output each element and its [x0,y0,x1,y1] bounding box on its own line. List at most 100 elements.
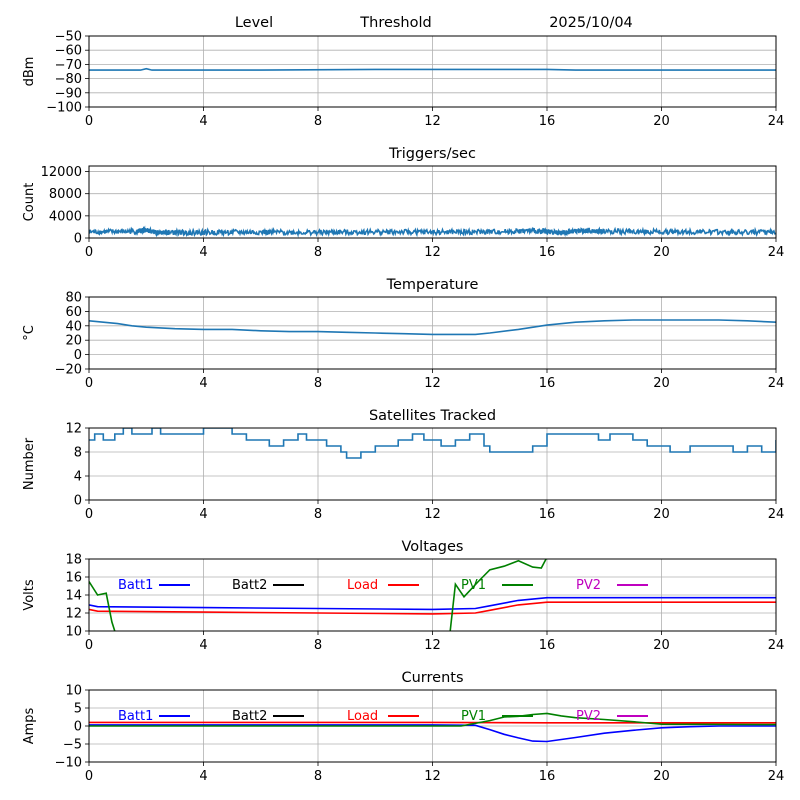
legend-label-pv2: PV2 [576,709,601,724]
y-tick-label: −70 [55,58,82,73]
x-tick-label: 0 [85,245,93,260]
x-tick-label: 12 [424,638,441,653]
series-line-0-0 [89,67,776,71]
series-line-Batt1 [89,596,776,611]
panel-title: Temperature [386,277,479,293]
y-tick-label: 14 [65,589,82,604]
y-tick-label: −10 [55,756,82,771]
x-tick-label: 20 [653,769,670,784]
x-tick-label: 12 [424,114,441,129]
x-tick-label: 16 [539,245,556,260]
y-tick-label: −50 [55,30,82,45]
y-tick-label: 5 [74,702,82,717]
x-tick-label: 24 [768,114,785,129]
y-tick-label: 10 [65,684,82,699]
series-line-2-0 [89,319,776,336]
y-tick-label: 10 [65,625,82,640]
x-tick-label: 0 [85,638,93,653]
x-tick-label: 8 [314,376,322,391]
y-tick-label: 20 [65,334,82,349]
y-tick-label: −80 [55,72,82,87]
y-axis-label: Count [22,183,37,222]
x-tick-label: 0 [85,114,93,129]
series-line-3-0 [89,428,776,459]
series-line-PV1 [89,712,776,727]
header-threshold: Threshold [359,15,431,31]
y-tick-label: 4000 [49,209,82,224]
y-tick-label: 12000 [41,165,82,180]
x-tick-label: 12 [424,245,441,260]
panel-title: Currents [401,670,463,686]
y-tick-label: 0 [74,348,82,363]
legend-label-load: Load [347,578,378,593]
x-tick-label: 8 [314,638,322,653]
y-tick-label: 8000 [49,187,82,202]
series-line-Batt1 [89,724,776,743]
y-tick-label: −90 [55,86,82,101]
y-tick-label: 16 [65,571,82,586]
y-tick-label: 80 [65,291,82,306]
panel-5: 0 4 8 12 16 20 24 10 12 14 16 18 Voltages Volts Batt1 B… [22,539,784,653]
y-axis-label: Amps [22,707,37,744]
y-axis-label: Number [22,437,37,490]
series-line-PV1 [89,559,547,631]
y-tick-label: 12 [65,607,82,622]
x-tick-label: 4 [199,769,207,784]
x-tick-label: 12 [424,769,441,784]
x-tick-label: 8 [314,507,322,522]
panel-4: 0 4 8 12 16 20 24 0 4 8 12 Satellites Tracked Number [22,408,784,522]
x-tick-label: 16 [539,114,556,129]
y-tick-label: 8 [74,446,82,461]
y-tick-label: −20 [55,363,82,378]
y-tick-label: 60 [65,305,82,320]
x-tick-label: 0 [85,769,93,784]
panel-title: Triggers/sec [388,146,476,162]
x-tick-label: 20 [653,507,670,522]
x-tick-label: 20 [653,376,670,391]
header-level: Level [235,15,273,31]
y-tick-label: 18 [65,553,82,568]
legend-label-pv2: PV2 [576,578,601,593]
x-tick-label: 4 [199,376,207,391]
header-date: 2025/10/04 [549,15,633,31]
x-tick-label: 24 [768,769,785,784]
x-tick-label: 16 [539,507,556,522]
x-tick-label: 8 [314,769,322,784]
panel-title: Satellites Tracked [369,408,496,424]
x-tick-label: 24 [768,507,785,522]
panel-2: 0 4 8 12 16 20 24 0 4000 8000 12000 Triggers/sec Cou… [22,146,784,260]
y-tick-label: 0 [74,494,82,509]
series-line-1-0 [89,225,776,238]
x-tick-label: 4 [199,114,207,129]
legend-label-batt2: Batt2 [232,709,267,724]
x-tick-label: 24 [768,376,785,391]
x-tick-label: 4 [199,245,207,260]
y-tick-label: 12 [65,422,82,437]
legend-label-load: Load [347,709,378,724]
panel-title: Voltages [402,539,464,555]
y-tick-label: 40 [65,319,82,334]
x-tick-label: 20 [653,638,670,653]
legend-label-batt1: Batt1 [118,578,153,593]
series-line-Load [89,601,776,615]
panel-6: 0 4 8 12 16 20 24 −10 −5 0 5 10 Currents Amps Batt1 Bat… [22,670,784,784]
x-tick-label: 20 [653,245,670,260]
y-axis-label: dBm [22,57,37,87]
x-tick-label: 8 [314,245,322,260]
panel-1: 0 4 8 12 16 20 24 −100−90−80−70−60−50 dBm [22,30,784,130]
y-tick-label: 0 [74,232,82,247]
x-tick-label: 0 [85,507,93,522]
y-axis-label: °C [22,325,37,341]
x-tick-label: 24 [768,638,785,653]
x-tick-label: 20 [653,114,670,129]
legend-label-batt2: Batt2 [232,578,267,593]
x-tick-label: 4 [199,638,207,653]
y-tick-label: −60 [55,44,82,59]
x-tick-label: 16 [539,376,556,391]
legend-label-pv1: PV1 [461,709,486,724]
y-tick-label: 0 [74,720,82,735]
x-tick-label: 12 [424,376,441,391]
y-tick-label: −100 [46,101,82,116]
